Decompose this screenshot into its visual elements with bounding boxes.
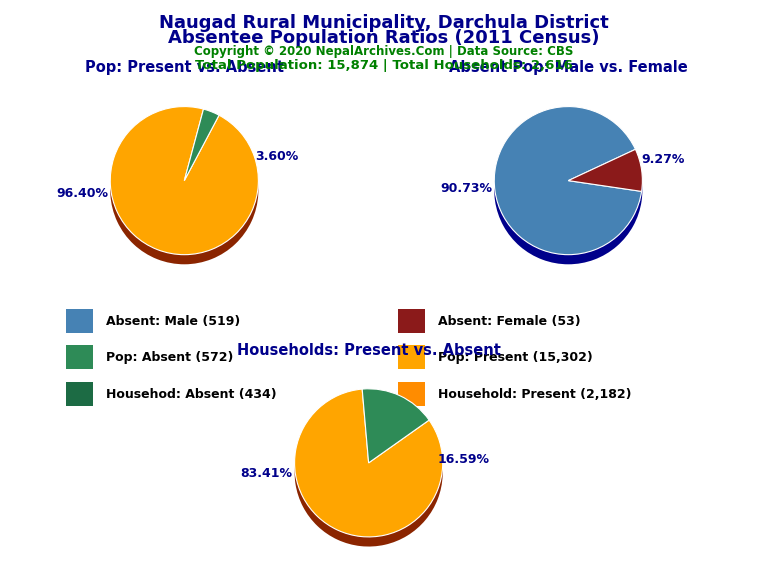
Text: Household: Present (2,182): Household: Present (2,182) — [438, 388, 631, 401]
Text: Absent: Female (53): Absent: Female (53) — [438, 314, 581, 328]
Bar — [398, 309, 425, 333]
Bar — [398, 382, 425, 407]
Bar — [66, 309, 93, 333]
Text: 83.41%: 83.41% — [240, 468, 293, 480]
Text: Househod: Absent (434): Househod: Absent (434) — [106, 388, 276, 401]
Text: 3.60%: 3.60% — [255, 150, 299, 164]
Wedge shape — [111, 116, 258, 264]
Text: Pop: Present (15,302): Pop: Present (15,302) — [438, 351, 592, 363]
Wedge shape — [295, 389, 442, 537]
Wedge shape — [568, 159, 642, 201]
Text: 90.73%: 90.73% — [440, 181, 492, 195]
Wedge shape — [362, 389, 429, 463]
Wedge shape — [495, 107, 641, 255]
Wedge shape — [111, 107, 258, 255]
Title: Households: Present vs. Absent: Households: Present vs. Absent — [237, 343, 501, 358]
Text: Pop: Absent (572): Pop: Absent (572) — [106, 351, 233, 363]
Text: Total Population: 15,874 | Total Households: 2,616: Total Population: 15,874 | Total Househo… — [195, 59, 573, 72]
Wedge shape — [568, 149, 642, 191]
Bar — [398, 345, 425, 369]
Bar — [66, 345, 93, 369]
Title: Absent Pop: Male vs. Female: Absent Pop: Male vs. Female — [449, 60, 687, 75]
Text: Absent: Male (519): Absent: Male (519) — [106, 314, 240, 328]
Wedge shape — [495, 116, 641, 264]
Text: 16.59%: 16.59% — [438, 453, 489, 465]
Text: Absentee Population Ratios (2011 Census): Absentee Population Ratios (2011 Census) — [168, 29, 600, 47]
Title: Pop: Present vs. Absent: Pop: Present vs. Absent — [84, 60, 284, 75]
Wedge shape — [184, 109, 219, 181]
Text: Naugad Rural Municipality, Darchula District: Naugad Rural Municipality, Darchula Dist… — [159, 14, 609, 32]
Text: Copyright © 2020 NepalArchives.Com | Data Source: CBS: Copyright © 2020 NepalArchives.Com | Dat… — [194, 45, 574, 58]
Text: 96.40%: 96.40% — [56, 187, 108, 200]
Wedge shape — [184, 119, 219, 190]
Wedge shape — [295, 399, 442, 547]
Text: 9.27%: 9.27% — [641, 153, 685, 166]
Bar — [66, 382, 93, 407]
Wedge shape — [362, 399, 429, 472]
